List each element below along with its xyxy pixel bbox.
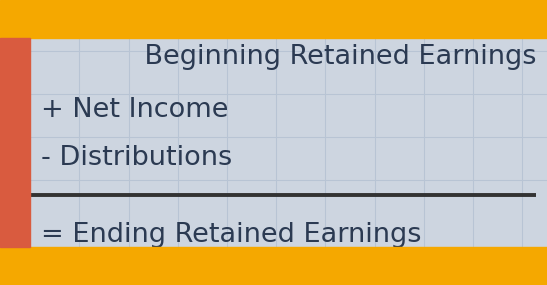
Text: - Distributions: - Distributions <box>41 145 232 171</box>
Text: = Ending Retained Earnings: = Ending Retained Earnings <box>41 222 422 248</box>
Text: + Net Income: + Net Income <box>41 97 229 123</box>
Text: Beginning Retained Earnings: Beginning Retained Earnings <box>109 44 536 70</box>
